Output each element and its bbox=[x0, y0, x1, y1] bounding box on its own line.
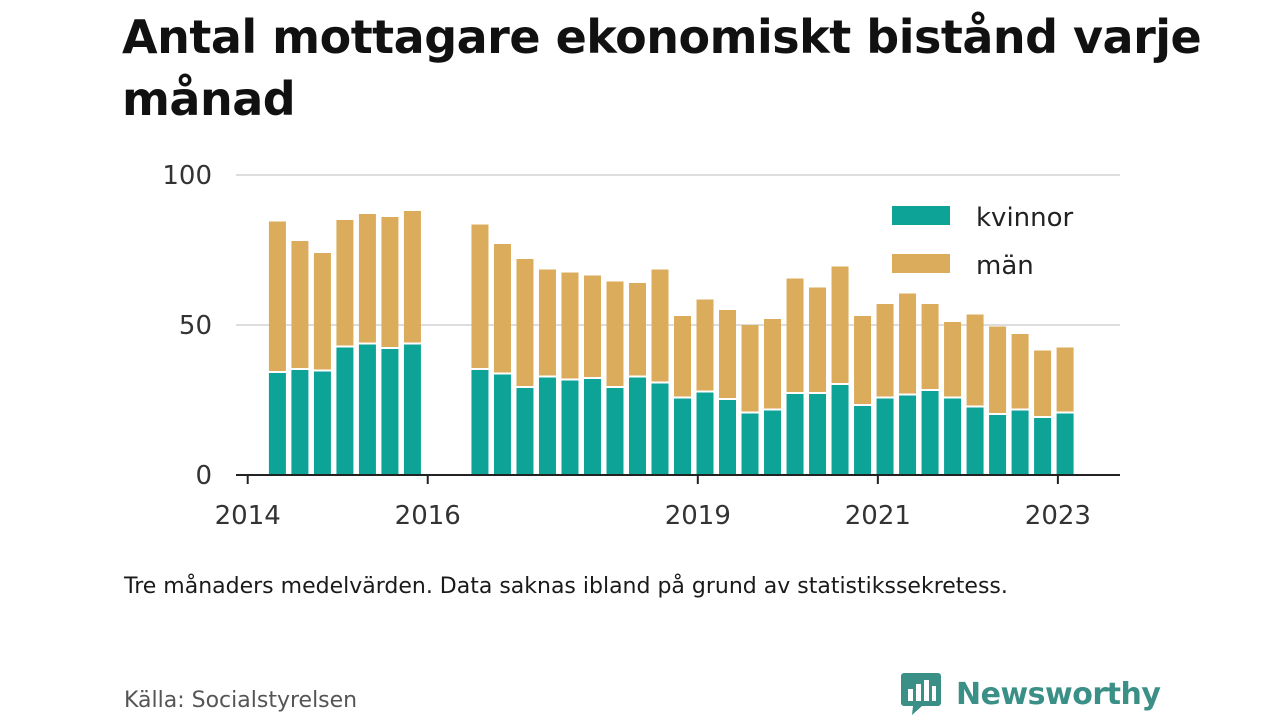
bar-segment-man bbox=[1011, 334, 1029, 409]
legend-label: kvinnor bbox=[976, 203, 1074, 233]
bar-segment-kvinnor bbox=[403, 344, 421, 475]
legend-label: män bbox=[976, 251, 1034, 281]
bar-segment-kvinnor bbox=[493, 374, 511, 475]
bar-segment-man bbox=[291, 241, 309, 368]
x-tick-label: 2021 bbox=[845, 501, 911, 531]
bar-segment-man bbox=[764, 319, 782, 409]
chart-note: Tre månaders medelvärden. Data saknas ib… bbox=[124, 574, 1008, 599]
bar-segment-man bbox=[899, 293, 917, 394]
bar-segment-man bbox=[1034, 350, 1052, 416]
bar-segment-kvinnor bbox=[989, 415, 1007, 475]
bar-segment-kvinnor bbox=[268, 373, 286, 475]
bar-segment-man bbox=[403, 211, 421, 343]
bar-segment-man bbox=[336, 220, 354, 346]
bar-segment-man bbox=[516, 259, 534, 386]
bar-segment-man bbox=[876, 304, 894, 397]
bar-segment-kvinnor bbox=[966, 407, 984, 475]
bar-segment-kvinnor bbox=[291, 370, 309, 475]
bar-segment-kvinnor bbox=[719, 400, 737, 475]
bar-segment-kvinnor bbox=[944, 398, 962, 475]
bar-segment-kvinnor bbox=[899, 395, 917, 475]
bar-segment-man bbox=[921, 304, 939, 389]
bar-segment-kvinnor bbox=[1056, 413, 1074, 475]
chart-title: Antal mottagare ekonomiskt bistånd varje… bbox=[122, 10, 1202, 126]
bar-segment-kvinnor bbox=[628, 377, 646, 475]
stacked-bar-chart: 0 50 100 2014 2016 2019 2021 2023 kvinnor män bbox=[162, 161, 1120, 531]
bar-segment-man bbox=[358, 214, 376, 343]
bar-segment-man bbox=[989, 326, 1007, 413]
brand-name: Newsworthy bbox=[956, 676, 1161, 712]
bar-segment-kvinnor bbox=[538, 377, 556, 475]
bar-segment-kvinnor bbox=[471, 370, 489, 475]
bar-segment-kvinnor bbox=[1011, 410, 1029, 475]
newsworthy-logo-icon bbox=[901, 673, 941, 715]
bar-segment-man bbox=[538, 269, 556, 376]
bar-segment-kvinnor bbox=[674, 398, 691, 475]
bar-segment-man bbox=[606, 281, 624, 386]
x-tick-label: 2016 bbox=[395, 501, 461, 531]
bar-segment-man bbox=[493, 244, 511, 373]
bar-segment-man bbox=[651, 269, 669, 382]
y-tick-label: 0 bbox=[195, 461, 212, 491]
bar-segment-kvinnor bbox=[651, 383, 669, 475]
x-tick-label: 2023 bbox=[1025, 501, 1091, 531]
x-tick-label: 2014 bbox=[215, 501, 281, 531]
bar-segment-man bbox=[966, 314, 984, 406]
bar-segment-man bbox=[944, 322, 962, 397]
bar-segment-kvinnor bbox=[854, 406, 872, 475]
y-tick-label: 100 bbox=[162, 161, 212, 191]
axes: 0 50 100 2014 2016 2019 2021 2023 bbox=[162, 161, 1120, 531]
bar-segment-kvinnor bbox=[831, 385, 849, 475]
source-credit: Källa: Socialstyrelsen bbox=[124, 688, 358, 713]
bar-segment-kvinnor bbox=[876, 398, 894, 475]
bar-segment-man bbox=[628, 283, 646, 376]
bar-segment-man bbox=[268, 221, 286, 371]
brand-logo: Newsworthy bbox=[900, 670, 1161, 718]
bar-segment-man bbox=[561, 272, 579, 379]
bar-segment-man bbox=[786, 278, 804, 392]
bar-segment-man bbox=[471, 224, 489, 368]
bar-segment-kvinnor bbox=[786, 394, 804, 475]
bar-segment-kvinnor bbox=[516, 388, 534, 475]
bar-segment-man bbox=[696, 299, 714, 391]
bar-segment-man bbox=[313, 253, 331, 370]
bar-segment-man bbox=[381, 217, 399, 347]
y-tick-label: 50 bbox=[179, 311, 212, 341]
bar-segment-man bbox=[674, 316, 691, 397]
bar-segment-kvinnor bbox=[381, 349, 399, 475]
bar-segment-kvinnor bbox=[764, 410, 782, 475]
bar-segment-kvinnor bbox=[336, 347, 354, 475]
x-tick-label: 2019 bbox=[665, 501, 731, 531]
bar-segment-kvinnor bbox=[561, 380, 579, 475]
bar-segment-kvinnor bbox=[313, 371, 331, 475]
bar-segment-man bbox=[854, 316, 872, 404]
legend-swatch bbox=[892, 206, 950, 225]
bar-segment-kvinnor bbox=[696, 392, 714, 475]
bar-segment-man bbox=[719, 310, 737, 398]
bar-segment-kvinnor bbox=[809, 394, 827, 475]
legend: kvinnor män bbox=[892, 203, 1074, 281]
bar-segment-man bbox=[809, 287, 827, 392]
bar-segment-man bbox=[1056, 347, 1074, 412]
bar-segment-man bbox=[583, 275, 601, 377]
bar-segment-man bbox=[741, 325, 759, 412]
legend-swatch bbox=[892, 254, 950, 273]
bar-segment-kvinnor bbox=[741, 413, 759, 475]
bar-segment-kvinnor bbox=[921, 391, 939, 475]
bar-segment-kvinnor bbox=[1034, 418, 1052, 475]
bar-segment-man bbox=[831, 266, 849, 383]
bar-segment-kvinnor bbox=[606, 388, 624, 475]
bar-segment-kvinnor bbox=[358, 344, 376, 475]
bar-segment-kvinnor bbox=[583, 379, 601, 475]
bars bbox=[268, 211, 1074, 475]
